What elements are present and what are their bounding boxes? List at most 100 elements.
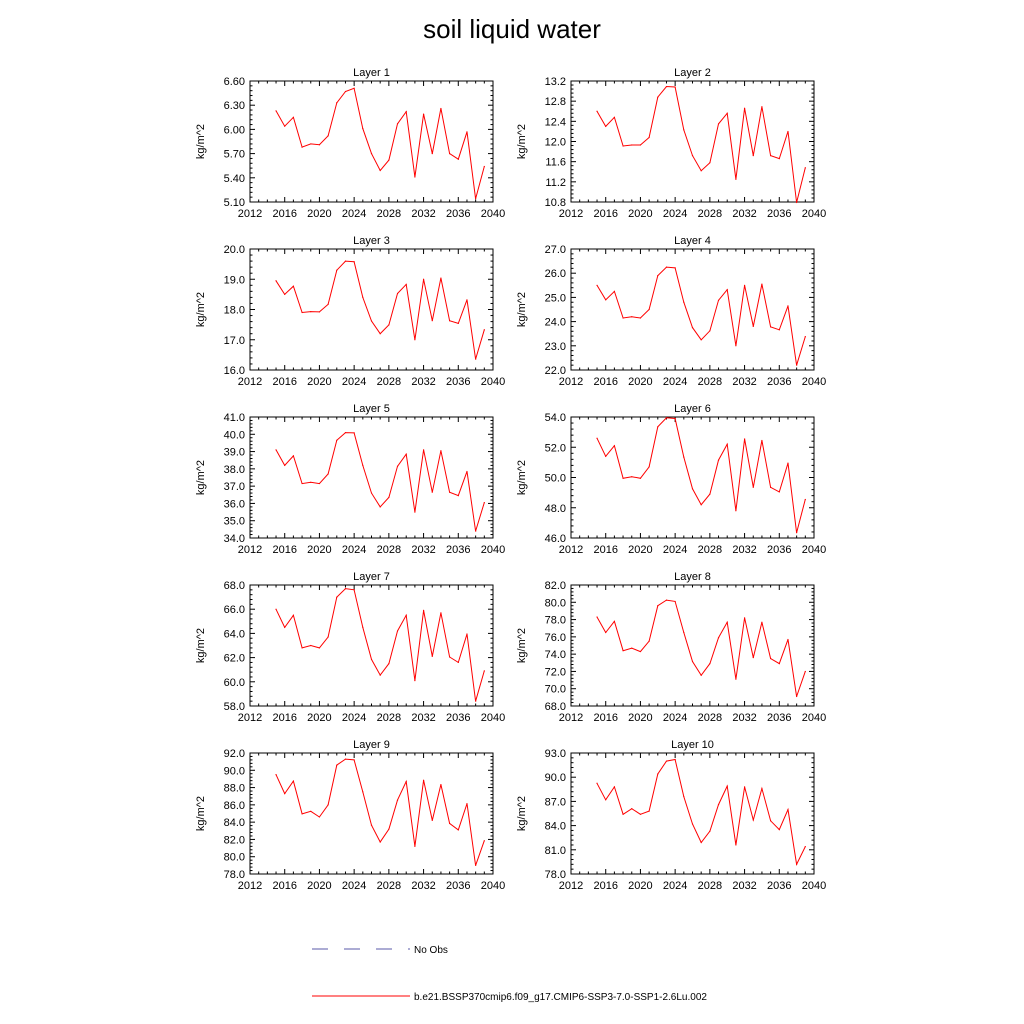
data-point [370, 824, 373, 826]
x-tick-label: 2024 [342, 880, 366, 892]
panel-title: Layer 10 [671, 739, 714, 751]
data-point [605, 455, 607, 457]
data-point [778, 158, 780, 160]
data-point [691, 823, 694, 825]
y-tick-label: 46.0 [545, 533, 566, 545]
data-point [717, 299, 720, 301]
data-point [431, 153, 433, 155]
data-point [475, 700, 477, 702]
data-point [292, 614, 294, 616]
panel-10: Layer 10 kg/m^2 2012 2016 2020 2024 2028 2032 20… [516, 739, 826, 892]
panel-title: Layer 4 [674, 235, 711, 247]
y-tick-label: 16.0 [224, 365, 245, 377]
data-point [284, 125, 286, 127]
data-point [414, 339, 416, 341]
y-tick-label: 18.0 [224, 305, 245, 317]
data-point [449, 491, 451, 493]
data-point [648, 466, 650, 468]
data-point [301, 647, 303, 649]
x-tick-label: 2040 [802, 880, 826, 892]
data-point [631, 316, 633, 318]
data-point [761, 787, 763, 790]
x-tick-label: 2040 [802, 712, 826, 724]
y-tick-label: 12.0 [545, 137, 566, 149]
y-tick-label: 60.0 [224, 677, 245, 689]
plot-frame [249, 416, 494, 539]
data-point [310, 481, 312, 483]
data-point [440, 277, 442, 279]
data-point [717, 123, 720, 125]
x-tick-label: 2040 [802, 208, 826, 220]
y-tick-label: 19.0 [224, 274, 245, 286]
y-tick-label: 5.40 [224, 173, 245, 185]
y-tick-label: 88.0 [224, 783, 245, 795]
x-tick-label: 2024 [663, 880, 687, 892]
panel-title: Layer 9 [353, 739, 390, 751]
data-point [405, 283, 407, 285]
data-point [422, 609, 425, 612]
data-point [310, 143, 312, 145]
x-tick-label: 2036 [767, 544, 791, 556]
y-tick-label: 68.0 [224, 580, 245, 592]
data-point [596, 437, 598, 439]
y-tick-label: 82.0 [224, 834, 245, 846]
data-point [796, 695, 798, 698]
x-tick-label: 2012 [238, 376, 262, 388]
data-point [466, 299, 468, 301]
data-point [735, 178, 737, 180]
data-point [804, 498, 806, 501]
data-point [613, 116, 615, 118]
y-tick-label: 41.0 [224, 412, 245, 424]
data-point [379, 674, 381, 676]
data-point [422, 113, 425, 115]
x-tick-label: 2016 [272, 208, 296, 220]
series-line [596, 417, 806, 533]
data-point [648, 308, 650, 311]
x-tick-label: 2040 [802, 376, 826, 388]
data-point [396, 630, 399, 632]
y-tick-label: 25.0 [545, 292, 566, 304]
plot-frame [570, 416, 815, 539]
data-point [787, 130, 789, 133]
data-point [457, 322, 459, 325]
data-point [483, 840, 485, 842]
data-point [639, 650, 642, 653]
x-tick-label: 2032 [732, 880, 756, 892]
y-axis-label: kg/m^2 [516, 628, 528, 663]
data-point [344, 90, 347, 93]
data-point [318, 311, 321, 313]
data-point [396, 465, 399, 467]
data-point [700, 504, 702, 506]
data-point [292, 455, 294, 457]
y-axis-label: kg/m^2 [195, 796, 207, 831]
data-point [457, 495, 459, 497]
data-point [613, 786, 615, 788]
data-point [631, 808, 633, 810]
data-point [370, 492, 373, 494]
x-tick-label: 2024 [663, 208, 687, 220]
x-tick-label: 2024 [663, 712, 687, 724]
data-point [804, 670, 806, 673]
data-point [804, 845, 806, 848]
data-point [605, 631, 607, 634]
data-point [613, 290, 615, 292]
data-point [275, 608, 277, 610]
y-axis-label: kg/m^2 [516, 292, 528, 327]
data-point [743, 284, 746, 286]
x-tick-label: 2012 [238, 544, 262, 556]
data-point [787, 638, 789, 641]
data-point [717, 459, 720, 461]
y-tick-label: 37.0 [224, 481, 245, 493]
x-tick-label: 2020 [307, 208, 331, 220]
y-tick-label: 35.0 [224, 516, 245, 528]
x-tick-label: 2036 [767, 376, 791, 388]
data-point [284, 626, 286, 628]
y-tick-label: 6.60 [224, 76, 245, 88]
x-tick-label: 2012 [559, 712, 583, 724]
data-point [709, 663, 711, 665]
data-point [622, 813, 624, 815]
data-point [770, 657, 772, 660]
data-point [388, 496, 390, 498]
x-tick-label: 2012 [238, 208, 262, 220]
y-tick-label: 39.0 [224, 447, 245, 459]
